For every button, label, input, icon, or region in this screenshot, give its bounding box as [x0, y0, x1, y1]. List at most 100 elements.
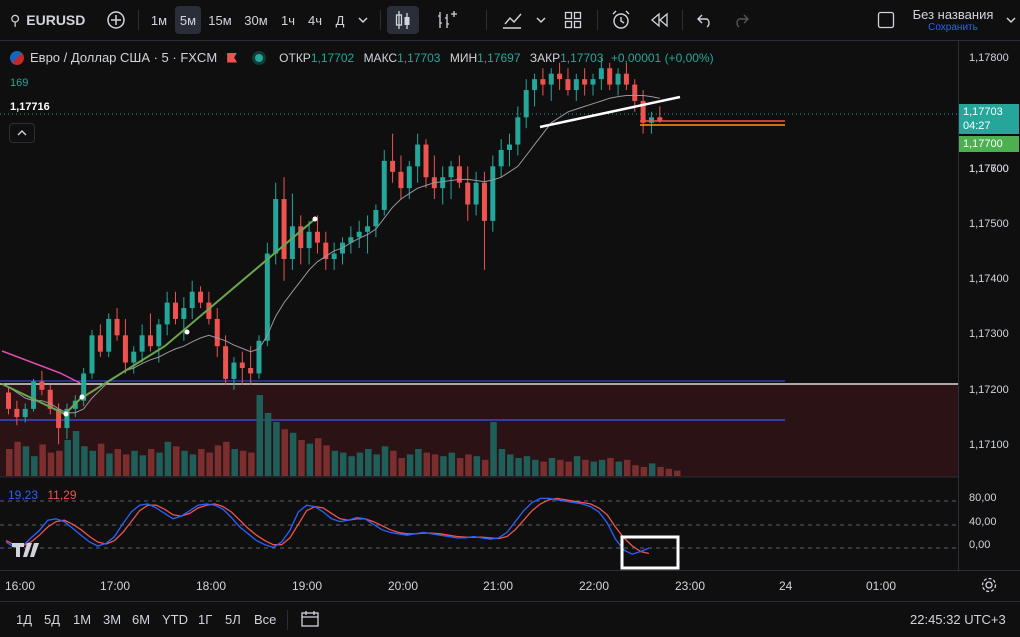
square-icon	[877, 11, 895, 29]
symbol-title[interactable]: Евро / Доллар США · 5 · FXCM	[30, 50, 218, 65]
range-1y[interactable]: 1Г	[198, 612, 213, 627]
interval-dropdown-button[interactable]	[353, 6, 373, 34]
range-ytd[interactable]: YTD	[162, 612, 188, 627]
chart-legend: Евро / Доллар США · 5 · FXCM ОТКР1,17702…	[10, 50, 714, 65]
candle-body	[331, 253, 337, 259]
range-1d[interactable]: 1Д	[16, 612, 33, 627]
trend-line-pink[interactable]	[1, 350, 81, 384]
volume-bar	[607, 458, 614, 476]
volume-bar	[640, 467, 648, 476]
rewind-icon	[651, 12, 668, 28]
replay-button[interactable]	[644, 6, 674, 34]
redo-button[interactable]	[728, 6, 754, 34]
volume-bar	[356, 452, 364, 476]
price-tick: 1,17100	[969, 439, 1009, 451]
clock-timezone[interactable]: 22:45:32 UTC+3	[910, 612, 1006, 627]
volume-bar	[223, 441, 230, 476]
go-to-date-button[interactable]	[300, 610, 320, 631]
volume-bar	[498, 449, 506, 476]
range-all[interactable]: Все	[254, 612, 277, 627]
highlight-box[interactable]	[620, 535, 680, 570]
interval-5m[interactable]: 5м	[175, 6, 201, 34]
market-status-icon	[255, 53, 264, 62]
interval-1h[interactable]: 1ч	[280, 12, 295, 28]
range-3m[interactable]: 3М	[103, 612, 122, 627]
candle-body	[356, 231, 362, 238]
volume-bar	[473, 456, 481, 476]
volume-bar	[398, 458, 405, 476]
candle-body	[97, 335, 103, 352]
compare-symbol-button[interactable]	[103, 6, 129, 34]
interval-1m[interactable]: 1м	[150, 12, 168, 28]
symbol-search-button[interactable]: ⚲ EURUSD	[6, 6, 100, 34]
volume-bar	[590, 461, 597, 476]
candle-body	[106, 318, 112, 352]
indicators-menu-button[interactable]	[497, 6, 527, 34]
top-toolbar: ⚲ EURUSD 1м 5м 15м 30м 1ч 4ч Д	[0, 0, 1020, 41]
layout-dropdown-button[interactable]	[1004, 6, 1018, 34]
chevron-down-icon	[536, 17, 546, 24]
price-chart[interactable]	[0, 41, 958, 570]
undo-button[interactable]	[692, 6, 718, 34]
divider	[486, 10, 487, 30]
volume-bar	[582, 459, 589, 476]
volume-bar	[348, 456, 355, 476]
drawing-point[interactable]	[79, 394, 85, 400]
interval-1d[interactable]: Д	[335, 12, 345, 28]
alert-button[interactable]	[606, 6, 636, 34]
tradingview-logo	[12, 543, 39, 557]
candle-body	[22, 408, 28, 418]
candle-body	[206, 302, 212, 319]
candle-body	[632, 84, 638, 101]
volume-bar	[548, 458, 556, 476]
candle-body	[223, 346, 229, 379]
range-6m[interactable]: 6М	[132, 612, 151, 627]
candle-body	[323, 242, 329, 259]
volume-bar	[340, 452, 347, 476]
indicators-dropdown-button[interactable]	[532, 6, 550, 34]
plus-circle-icon	[107, 11, 125, 29]
candle-body	[423, 144, 429, 178]
price-scale[interactable]: 1,17800 1,17700 1,17600 1,17500 1,17400 …	[958, 41, 1020, 570]
candle-body	[164, 302, 170, 325]
layout-button[interactable]	[560, 6, 586, 34]
interval-30m[interactable]: 30м	[244, 12, 268, 28]
interval-4h[interactable]: 4ч	[307, 12, 322, 28]
last-price-value: 1,17703	[963, 106, 1003, 118]
candle-body	[532, 79, 538, 91]
volume-bar	[81, 446, 88, 476]
range-5d[interactable]: 5Д	[44, 612, 61, 627]
collapse-legend-button[interactable]	[9, 123, 35, 143]
candle-body	[156, 324, 162, 347]
candle-body	[648, 117, 654, 123]
layout-name-block[interactable]: Без названия Сохранить	[905, 7, 1001, 33]
chart-settings-button[interactable]	[981, 577, 997, 596]
candle-body	[114, 318, 120, 336]
drawing-point[interactable]	[184, 329, 190, 335]
layout-status-button[interactable]	[874, 6, 898, 34]
volume-bar	[431, 454, 439, 476]
candle-body	[523, 90, 529, 118]
candle-body	[47, 389, 53, 409]
interval-15m[interactable]: 15м	[208, 12, 232, 28]
trend-line-white[interactable]	[539, 95, 681, 129]
price-tick: 1,17400	[969, 273, 1009, 285]
range-1m[interactable]: 1М	[73, 612, 92, 627]
trend-line-green[interactable]	[1, 218, 316, 416]
range-5y[interactable]: 5Л	[225, 612, 241, 627]
volume-bar	[122, 454, 130, 476]
time-tick: 01:00	[866, 579, 897, 593]
flag-marker-icon[interactable]	[227, 52, 238, 63]
volume-bar	[365, 449, 372, 476]
chart-type-candles-button[interactable]	[387, 6, 419, 34]
stoch-tick: 80,00	[969, 492, 997, 504]
bar-countdown: 04:27	[963, 120, 991, 132]
drawing-point[interactable]	[63, 411, 69, 417]
candle-body	[398, 171, 404, 189]
candle-body	[89, 335, 95, 374]
time-axis[interactable]: 16:00 17:00 18:00 19:00 20:00 21:00 22:0…	[0, 570, 1020, 601]
indicators-button[interactable]	[428, 6, 468, 34]
divider	[682, 10, 683, 30]
drawing-point[interactable]	[312, 216, 318, 222]
price-tick: 1,17500	[969, 218, 1009, 230]
